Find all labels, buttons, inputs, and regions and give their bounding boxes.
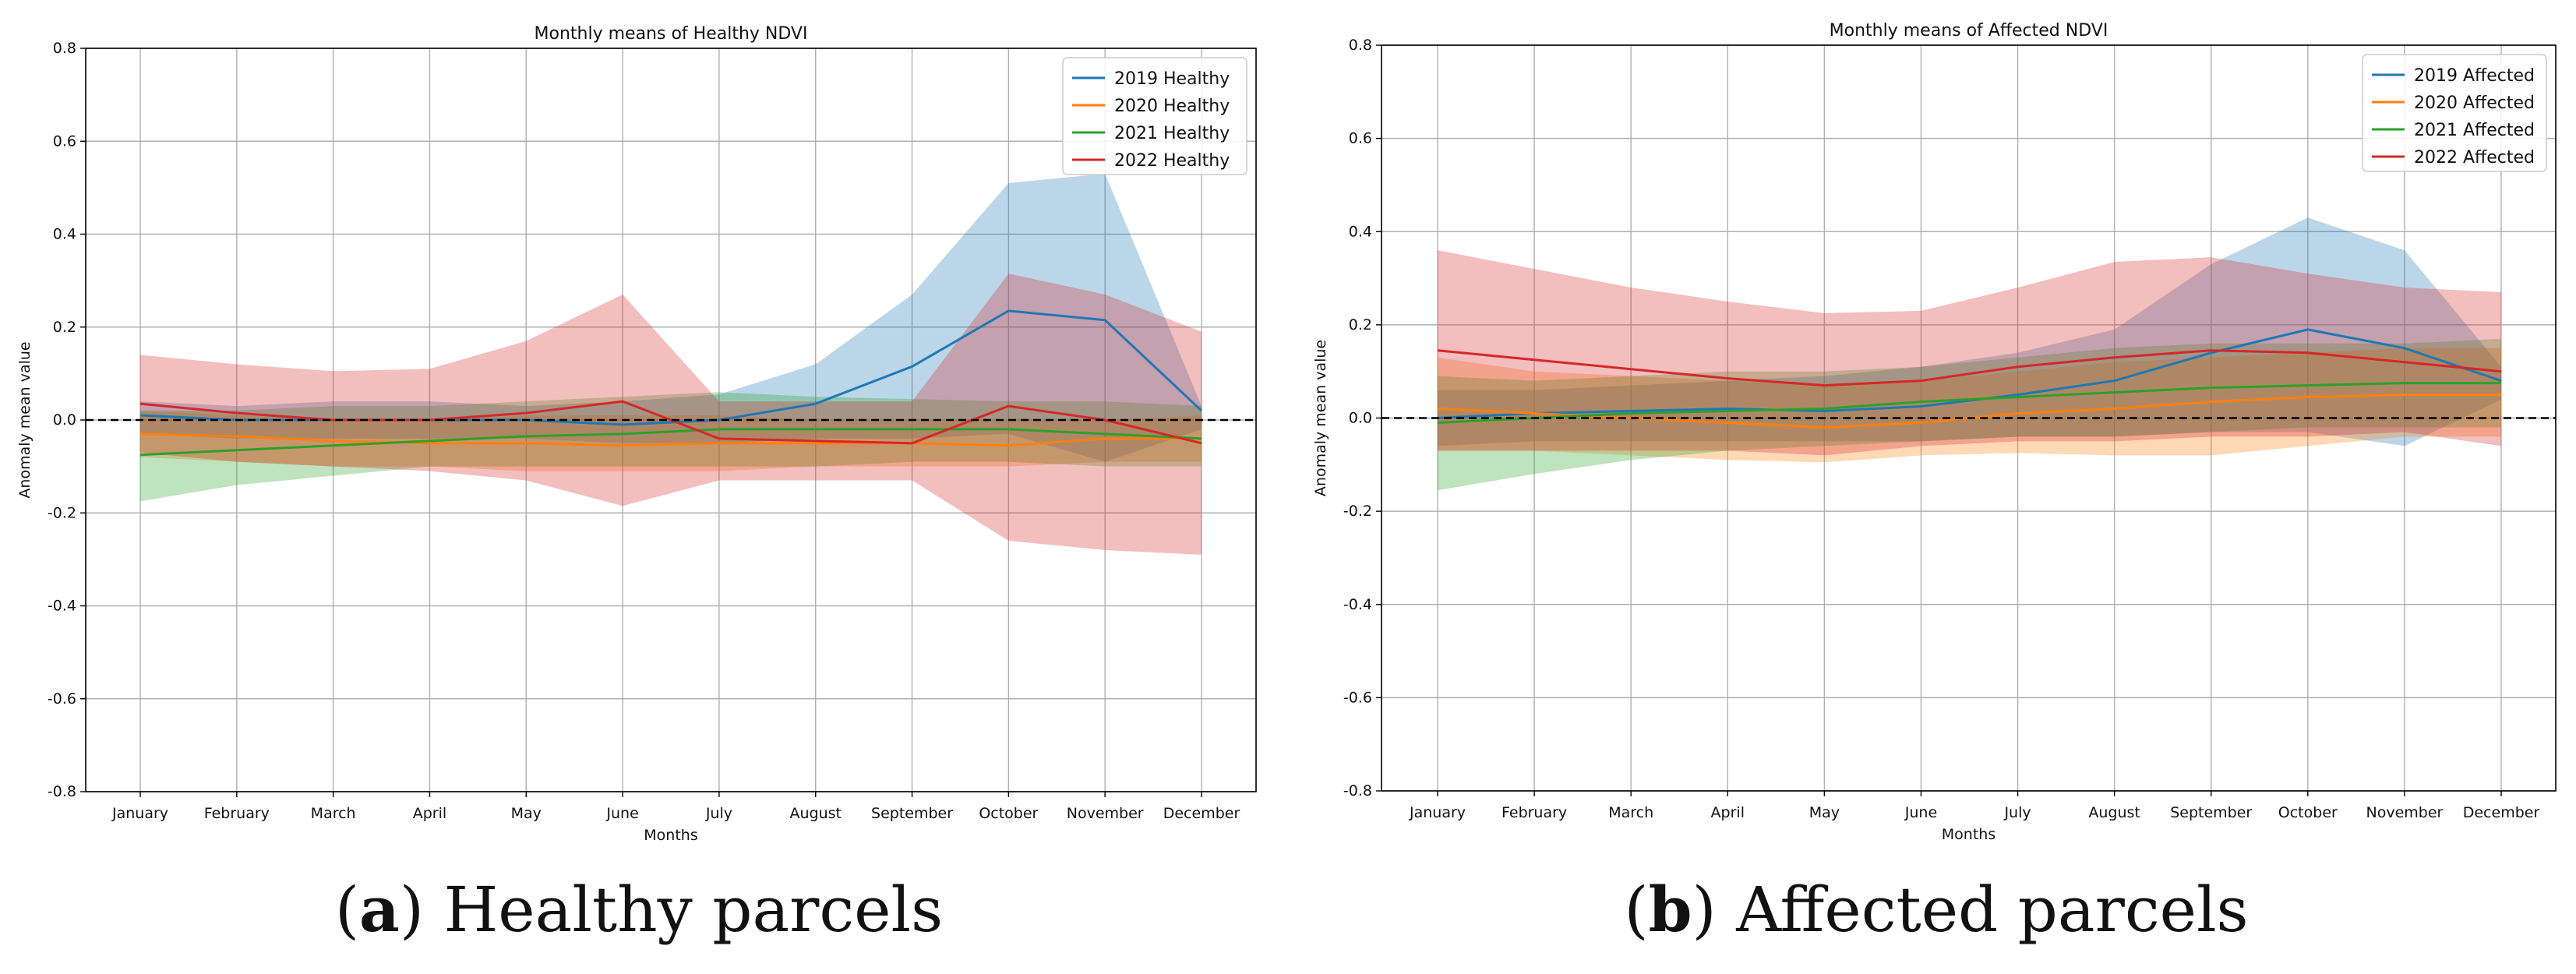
x-tick-label: May xyxy=(1809,804,1840,821)
y-tick-label: -0.2 xyxy=(1343,503,1372,520)
x-tick-label: April xyxy=(1711,804,1745,821)
legend-label: 2022 Healthy xyxy=(1114,151,1230,171)
legend-label: 2022 Affected xyxy=(2414,148,2535,168)
legend-label: 2020 Affected xyxy=(2414,94,2535,113)
y-tick-label: 0.4 xyxy=(53,226,76,243)
y-axis-label: Anomaly mean value xyxy=(16,341,34,498)
caption-label: a xyxy=(359,873,400,946)
legend-box xyxy=(2362,54,2547,172)
band-2022-affected xyxy=(1438,250,2501,456)
y-tick-label: 0.2 xyxy=(53,319,76,336)
caption-text: Affected parcels xyxy=(1716,873,2249,946)
caption-label: b xyxy=(1648,873,1692,946)
x-tick-label: February xyxy=(204,805,270,822)
chart-title: Monthly means of Affected NDVI xyxy=(1830,21,2108,41)
y-tick-label: -0.4 xyxy=(48,598,76,615)
y-tick-label: 0.0 xyxy=(53,411,76,429)
legend-label: 2019 Affected xyxy=(2414,66,2535,86)
x-tick-label: February xyxy=(1501,804,1567,821)
x-tick-label: June xyxy=(1904,804,1937,821)
x-tick-label: July xyxy=(705,805,732,822)
y-tick-label: 0.6 xyxy=(1349,130,1372,147)
x-tick-label: April xyxy=(413,805,446,822)
y-tick-label: -0.8 xyxy=(48,783,76,800)
band-2022-healthy xyxy=(140,273,1202,555)
y-axis-label: Anomaly mean value xyxy=(1312,340,1329,496)
x-tick-label: August xyxy=(789,805,842,822)
y-tick-label: 0.0 xyxy=(1349,410,1372,427)
y-tick-label: -0.2 xyxy=(48,504,76,521)
y-tick-label: 0.2 xyxy=(1349,316,1372,333)
legend-box xyxy=(1062,57,1247,175)
x-axis-label: Months xyxy=(644,827,697,844)
x-tick-label: December xyxy=(2463,804,2540,821)
series-line-2022-healthy xyxy=(139,400,1202,445)
y-tick-label: 0.8 xyxy=(53,40,76,57)
x-tick-label: January xyxy=(1409,804,1466,821)
band-2020-healthy xyxy=(140,411,1202,471)
band-2020-affected xyxy=(1438,348,2501,463)
y-tick-label: -0.6 xyxy=(1343,689,1372,706)
x-tick-label: July xyxy=(2003,804,2031,821)
x-tick-label: November xyxy=(1067,805,1144,822)
series-line-2022-affected xyxy=(1437,349,2502,387)
x-tick-label: December xyxy=(1163,805,1240,822)
y-tick-label: 0.8 xyxy=(1349,37,1372,54)
legend-label: 2021 Healthy xyxy=(1114,124,1230,143)
series-line-2021-affected xyxy=(1437,382,2501,424)
x-tick-label: September xyxy=(2170,804,2252,821)
legend-label: 2021 Affected xyxy=(2414,121,2535,140)
x-tick-label: October xyxy=(979,805,1038,822)
caption-healthy: (a) Healthy parcels xyxy=(334,873,944,946)
y-tick-label: 0.6 xyxy=(53,132,76,150)
legend-label: 2019 Healthy xyxy=(1114,69,1230,89)
y-tick-label: 0.4 xyxy=(1349,223,1372,240)
y-tick-label: -0.4 xyxy=(1343,596,1372,613)
x-axis-label: Months xyxy=(1942,826,1996,843)
band-2019-affected xyxy=(1438,217,2501,446)
x-tick-label: March xyxy=(1608,804,1653,821)
series-line-2020-healthy xyxy=(139,432,1202,447)
series-line-2021-healthy xyxy=(139,428,1202,457)
chart-title: Monthly means of Healthy NDVI xyxy=(535,24,808,44)
x-tick-label: October xyxy=(2278,804,2338,821)
x-tick-label: November xyxy=(2366,804,2443,821)
caption-affected: (b) Affected parcels xyxy=(1624,873,2249,946)
x-tick-label: June xyxy=(605,805,638,822)
x-tick-label: September xyxy=(871,805,953,822)
caption-text: Healthy parcels xyxy=(424,873,944,946)
y-tick-label: -0.6 xyxy=(48,690,76,708)
band-2019-healthy xyxy=(140,173,1202,462)
x-tick-label: May xyxy=(511,805,542,822)
x-tick-label: August xyxy=(2088,804,2140,821)
legend-label: 2020 Healthy xyxy=(1114,97,1230,116)
y-tick-label: -0.8 xyxy=(1343,782,1372,799)
x-tick-label: March xyxy=(311,805,356,822)
x-tick-label: January xyxy=(111,805,168,822)
